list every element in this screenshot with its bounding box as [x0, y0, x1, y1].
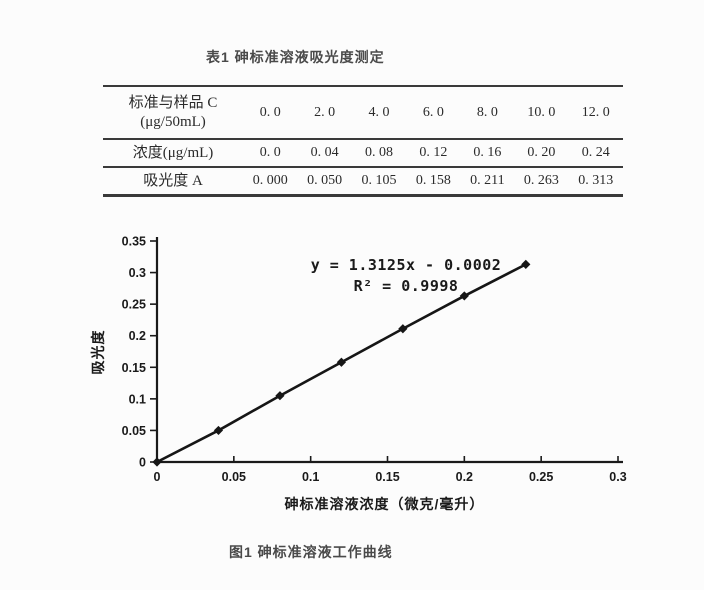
table-cell: 0. 12 [419, 145, 448, 160]
table-cell: 0. 16 [473, 145, 502, 160]
row-label: 标准与样品 C (μg/50mL) [128, 94, 218, 130]
data-point-marker [459, 291, 469, 301]
absorbance-table-body: 标准与样品 C (μg/50mL) 0. 0 2. 0 4. 0 6. 0 8. 0 10. … [103, 86, 623, 196]
x-tick-label: 0.3 [609, 470, 626, 484]
table-row: 吸光度 A 0. 000 0. 050 0. 105 0. 158 0. 211 0. 26… [103, 167, 623, 196]
table-cell: 0. 24 [581, 145, 610, 160]
table-row: 标准与样品 C (μg/50mL) 0. 0 2. 0 4. 0 6. 0 8. 0 10. … [103, 86, 623, 139]
y-tick-label: 0.3 [129, 266, 146, 280]
table-cell: 6. 0 [422, 104, 444, 120]
data-point-marker [521, 259, 531, 269]
y-tick-label: 0.35 [122, 235, 146, 249]
x-tick-label: 0 [154, 470, 161, 484]
data-point-marker [275, 391, 285, 401]
x-tick-label: 0.05 [222, 470, 246, 484]
data-point-marker [152, 457, 162, 467]
x-tick-label: 0.2 [456, 470, 473, 484]
table-cell: 0. 105 [361, 173, 397, 188]
absorbance-table: 标准与样品 C (μg/50mL) 0. 0 2. 0 4. 0 6. 0 8. 0 10. … [103, 85, 623, 197]
data-point-marker [336, 357, 346, 367]
data-point-marker [213, 425, 224, 436]
x-axis-title: 砷标准溶液浓度（微克/毫升） [285, 496, 485, 512]
table-cell: 0. 20 [527, 145, 556, 160]
table-row: 浓度(μg/mL) 0. 0 0. 04 0. 08 0. 12 0. 16 0. 20 0.… [103, 139, 623, 167]
figure-caption: 图1 砷标准溶液工作曲线 [229, 544, 393, 560]
row-label: 浓度(μg/mL) [132, 144, 214, 161]
table-cell: 0. 04 [310, 145, 339, 160]
y-axis-title: 吸光度 [90, 330, 106, 375]
table-cell: 0. 0 [259, 145, 281, 160]
table-cell: 0. 050 [307, 173, 343, 188]
x-tick-label: 0.25 [529, 470, 553, 484]
y-tick-label: 0.1 [129, 392, 146, 406]
table-cell: 12. 0 [581, 104, 610, 120]
x-tick-label: 0.15 [375, 470, 399, 484]
y-tick-label: 0.15 [122, 361, 146, 375]
table-cell: 0. 08 [364, 145, 393, 160]
table-cell: 10. 0 [527, 104, 556, 120]
row-label: 吸光度 A [143, 172, 203, 189]
r-squared-value: R² = 0.9998 [354, 277, 459, 295]
table-cell: 4. 0 [368, 104, 390, 120]
regression-equation: y = 1.3125x - 0.0002 [311, 256, 502, 274]
table-cell: 0. 263 [523, 173, 559, 188]
table-cell: 0. 000 [252, 173, 288, 188]
x-tick-label: 0.1 [302, 470, 319, 484]
y-tick-label: 0.05 [122, 424, 146, 438]
table-cell: 0. 158 [415, 173, 451, 188]
table-cell: 0. 211 [470, 173, 505, 188]
table-cell: 0. 0 [259, 104, 281, 120]
y-tick-label: 0.25 [122, 298, 146, 312]
table-cell: 2. 0 [314, 104, 336, 120]
table-title: 表1 砷标准溶液吸光度测定 [206, 49, 385, 65]
data-point-marker [398, 324, 408, 334]
y-tick-label: 0 [139, 456, 146, 470]
y-tick-label: 0.2 [129, 329, 146, 343]
table-cell: 8. 0 [476, 104, 498, 120]
table-cell: 0. 313 [578, 173, 614, 188]
